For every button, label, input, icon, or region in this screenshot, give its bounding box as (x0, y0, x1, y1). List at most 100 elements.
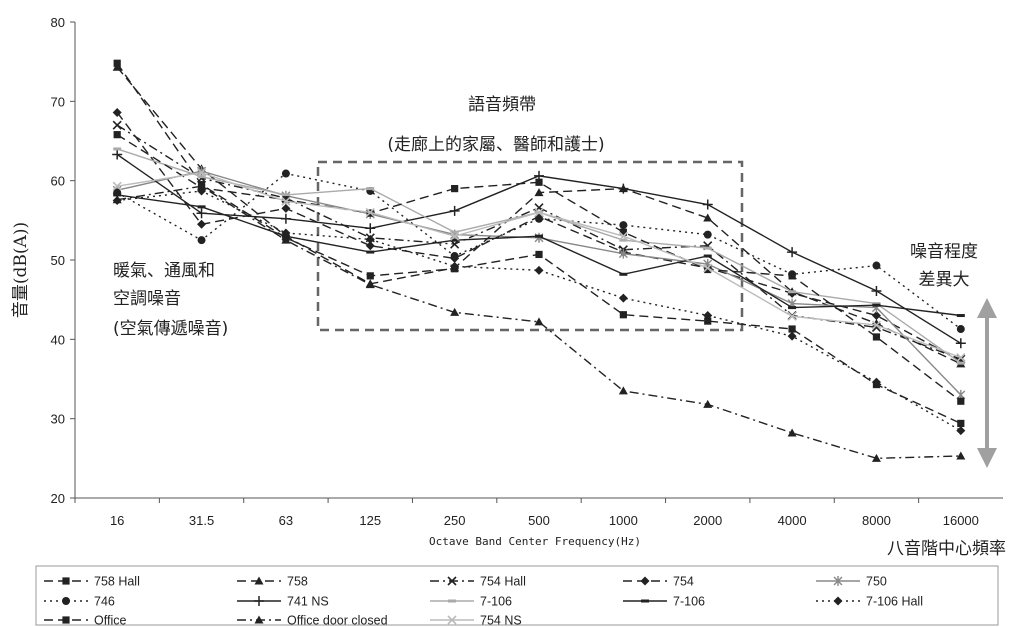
variation-annotation: 噪音程度 差異大 (910, 242, 997, 468)
data-point (955, 338, 966, 349)
data-point (535, 214, 543, 223)
data-point (788, 306, 797, 310)
legend-label: 754 (673, 575, 694, 589)
hvac-text-line1: 暖氣、通風和 (113, 261, 215, 281)
data-point (703, 311, 713, 321)
legend-item: 7-106 Hall (816, 595, 923, 609)
x-tick-label: 8000 (862, 513, 891, 528)
data-point (450, 238, 459, 242)
legend-item: 746 (44, 595, 115, 609)
variation-text-line1: 噪音程度 (910, 242, 978, 262)
x-tick-label: 63 (279, 513, 293, 528)
legend-label: 7-106 Hall (866, 595, 923, 609)
legend-label: Office (94, 614, 126, 627)
data-point (450, 231, 460, 241)
y-tick-label: 60 (51, 174, 65, 189)
x-tick-label: 1000 (609, 513, 638, 528)
data-point (451, 185, 459, 193)
data-point (534, 265, 544, 275)
data-point (871, 377, 881, 387)
series-line (117, 185, 961, 460)
legend-label: 758 Hall (94, 575, 140, 589)
data-point (281, 228, 291, 238)
legend-item: 7-106 (623, 595, 705, 609)
data-point (703, 230, 712, 239)
data-point (450, 307, 460, 316)
legend-item: Office (44, 614, 126, 627)
data-point (281, 193, 290, 197)
legend-item: 754 NS (430, 614, 522, 627)
data-point (788, 290, 797, 294)
data-point (196, 168, 207, 178)
legend-swatch-marker (447, 615, 457, 625)
y-tick-label: 40 (51, 332, 65, 347)
legend-frame (35, 565, 999, 626)
x-tick-label: 250 (444, 513, 466, 528)
legend-item: Office door closed (237, 614, 388, 627)
hvac-text-line2: 空調噪音 (113, 289, 181, 309)
y-tick-labels: 20 30 40 50 60 70 80 (51, 15, 75, 506)
legend-label: 7-106 (673, 595, 705, 609)
legend-swatch-marker (447, 576, 457, 586)
legend-swatch-marker (62, 597, 70, 605)
x-tick-label: 125 (359, 513, 381, 528)
data-point (366, 187, 375, 191)
data-point (281, 203, 291, 213)
data-point (956, 353, 966, 363)
variation-text-line2: 差異大 (919, 270, 970, 290)
data-point (280, 213, 291, 224)
data-point (196, 208, 207, 219)
data-point (872, 303, 881, 307)
hvac-text-line3: (空氣傳遞噪音) (113, 319, 228, 339)
data-point (619, 221, 628, 230)
data-point (788, 325, 796, 333)
data-point (534, 207, 544, 217)
legend-label: 741 NS (287, 595, 329, 609)
data-point (197, 181, 207, 190)
x-tick-label: 2000 (693, 513, 722, 528)
speech-band-subtitle: (走廊上的家屬、醫師和護士) (387, 135, 604, 155)
legend-swatch-marker (254, 576, 264, 585)
x-tick-label: 31.5 (189, 513, 214, 528)
data-point (957, 419, 965, 428)
legend-label: 750 (866, 575, 887, 589)
hvac-annotation: 暖氣、通風和 空調噪音 (空氣傳遞噪音) (113, 261, 228, 339)
data-point (956, 361, 965, 365)
data-point (113, 147, 122, 151)
data-point (787, 428, 797, 437)
series-11 (112, 181, 966, 462)
legend-item: 754 (623, 575, 694, 589)
data-point (197, 175, 206, 179)
legend-swatch-marker (641, 599, 649, 603)
data-point (282, 196, 290, 204)
data-point (703, 263, 713, 273)
data-point (449, 205, 460, 216)
data-point (957, 397, 965, 405)
data-point (113, 131, 121, 139)
data-point (619, 228, 627, 236)
speech-band-title: 語音頻帶 (468, 95, 536, 115)
legend-item: 741 NS (237, 595, 329, 609)
legend-swatch-marker (640, 576, 650, 586)
data-point (365, 241, 375, 251)
data-point (703, 254, 712, 258)
data-point (365, 207, 375, 217)
legend-label: 758 (287, 575, 308, 589)
data-point (618, 231, 628, 241)
data-point (619, 311, 627, 319)
data-point (872, 302, 881, 306)
data-point (112, 181, 122, 191)
data-point (535, 178, 543, 186)
data-point (112, 195, 122, 204)
data-point (787, 247, 798, 258)
y-tick-label: 50 (51, 253, 65, 268)
data-point (113, 193, 122, 197)
legend-label: Office door closed (287, 614, 388, 627)
data-point (535, 234, 543, 238)
data-point (535, 250, 543, 259)
legend-item: 758 Hall (44, 575, 140, 589)
data-point (281, 235, 291, 244)
data-point (704, 265, 712, 274)
data-point (871, 311, 881, 321)
legend: 758 Hall 758 754 Hall 754 750 746 741 NS 7-106 7… (35, 565, 999, 627)
